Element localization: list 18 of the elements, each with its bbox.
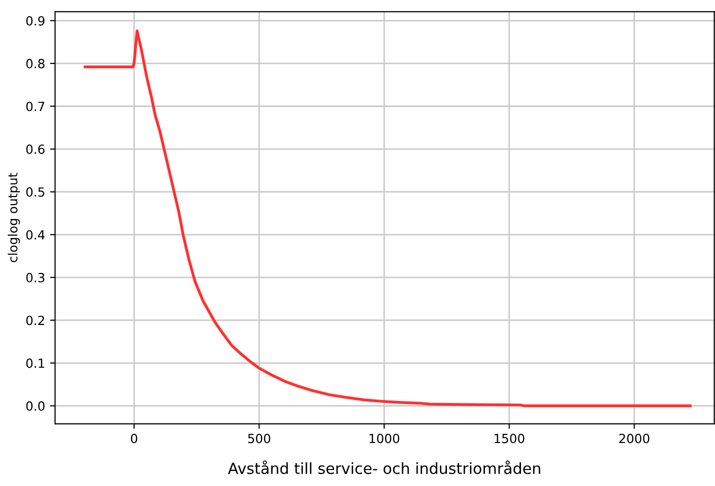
y-tick-label: 0.4	[26, 230, 45, 240]
x-tick-label: 2000	[619, 434, 650, 444]
x-tick-label: 1000	[370, 434, 400, 444]
y-tick-label: 0.6	[26, 144, 45, 154]
y-tick-label: 0.9	[26, 16, 44, 26]
y-tick-label: 0.8	[26, 58, 44, 68]
y-tick-label: 0.7	[26, 102, 44, 112]
y-tick-label: 0.1	[26, 358, 44, 368]
y-tick-label: 0.2	[26, 316, 44, 326]
x-tick-label: 500	[248, 434, 270, 444]
y-tick-label: 0.0	[26, 401, 45, 411]
y-tick-label: 0.5	[26, 187, 44, 197]
x-axis-title: Avstånd till service- och industriområden	[228, 460, 540, 474]
y-axis-title: cloglog output	[8, 172, 20, 262]
x-tick-label: 0	[130, 434, 138, 444]
x-tick-label: 1500	[494, 434, 524, 444]
line-series	[84, 30, 692, 408]
y-tick-label: 0.3	[26, 272, 44, 282]
